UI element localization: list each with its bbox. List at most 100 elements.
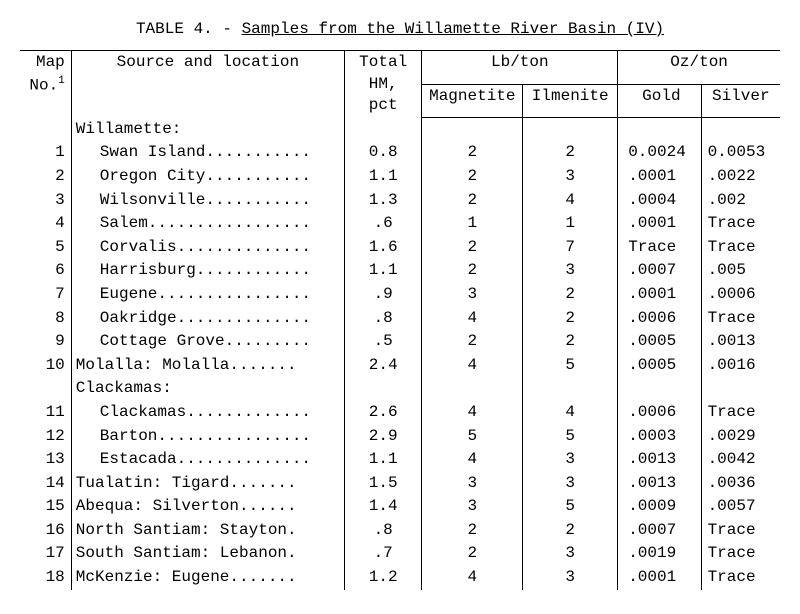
cell-gold: .0001 [618, 212, 701, 236]
cell-ilm: 3 [523, 259, 618, 283]
cell-map: 1 [20, 141, 71, 165]
cell-silver: .0006 [701, 283, 780, 307]
cell-ilm: 4 [523, 401, 618, 425]
cell-hm: .8 [344, 307, 421, 331]
cell-mag: 2 [422, 141, 523, 165]
cell-ilm: 2 [523, 307, 618, 331]
cell-gold: .0004 [618, 189, 701, 213]
cell-hm: 0.8 [344, 141, 421, 165]
cell-hm [344, 377, 421, 401]
cell-gold: .0001 [618, 283, 701, 307]
cell-gold: .0006 [618, 401, 701, 425]
cell-ilm: 2 [523, 330, 618, 354]
cell-silver: .005 [701, 259, 780, 283]
cell-mag: 3 [422, 472, 523, 496]
cell-gold: .0007 [618, 519, 701, 543]
cell-hm: 1.1 [344, 165, 421, 189]
cell-gold: .0007 [618, 259, 701, 283]
cell-source: Wilsonville........... [71, 189, 344, 213]
cell-map: 10 [20, 354, 71, 378]
cell-gold: .0005 [618, 330, 701, 354]
table-row: 10Molalla: Molalla.......2.445.0005.0016 [20, 354, 780, 378]
cell-silver: .0057 [701, 495, 780, 519]
cell-gold: Trace [618, 236, 701, 260]
cell-map: 11 [20, 401, 71, 425]
cell-gold: .0005 [618, 354, 701, 378]
cell-source: Estacada.............. [71, 448, 344, 472]
cell-map: 13 [20, 448, 71, 472]
hdr-ilmenite: Ilmenite [523, 84, 618, 118]
cell-map: 14 [20, 472, 71, 496]
cell-silver: Trace [701, 519, 780, 543]
cell-ilm: 3 [523, 448, 618, 472]
hdr-silver: Silver [701, 84, 780, 118]
table-row: Willamette: [20, 118, 780, 142]
cell-ilm: 3 [523, 566, 618, 590]
cell-map: 8 [20, 307, 71, 331]
cell-hm: 1.6 [344, 236, 421, 260]
cell-source: Oakridge.............. [71, 307, 344, 331]
cell-ilm: 4 [523, 189, 618, 213]
cell-hm: 1.2 [344, 566, 421, 590]
cell-source: Cottage Grove......... [71, 330, 344, 354]
cell-map: 4 [20, 212, 71, 236]
table-row: 1Swan Island...........0.8220.00240.0053 [20, 141, 780, 165]
hdr-map: Map No.1 [20, 51, 71, 118]
cell-mag: 3 [422, 283, 523, 307]
cell-source: Harrisburg............ [71, 259, 344, 283]
cell-source: Swan Island........... [71, 141, 344, 165]
cell-mag: 4 [422, 448, 523, 472]
table-row: 7Eugene.................932.0001.0006 [20, 283, 780, 307]
cell-mag: 3 [422, 495, 523, 519]
table-body: Willamette:1Swan Island...........0.8220… [20, 118, 780, 590]
cell-hm: 1.1 [344, 259, 421, 283]
cell-source: South Santiam: Lebanon. [71, 542, 344, 566]
table-row: 8Oakridge...............842.0006Trace [20, 307, 780, 331]
cell-mag: 2 [422, 519, 523, 543]
cell-silver: .0013 [701, 330, 780, 354]
cell-source: Clackamas............. [71, 401, 344, 425]
cell-ilm: 1 [523, 212, 618, 236]
cell-map [20, 377, 71, 401]
cell-ilm [523, 377, 618, 401]
cell-map: 3 [20, 189, 71, 213]
cell-silver: Trace [701, 542, 780, 566]
cell-silver: Trace [701, 566, 780, 590]
hdr-hm: Total HM,pct [344, 51, 421, 118]
cell-group-label: Willamette: [71, 118, 344, 142]
table-row: 17South Santiam: Lebanon..723.0019Trace [20, 542, 780, 566]
cell-ilm: 2 [523, 141, 618, 165]
cell-map [20, 118, 71, 142]
cell-gold: .0019 [618, 542, 701, 566]
cell-ilm [523, 118, 618, 142]
cell-silver: Trace [701, 212, 780, 236]
table-row: 9Cottage Grove..........522.0005.0013 [20, 330, 780, 354]
cell-mag: 4 [422, 401, 523, 425]
table-row: 18McKenzie: Eugene.......1.243.0001Trace [20, 566, 780, 590]
hdr-ozton: Oz/ton [618, 51, 780, 85]
table-row: 3Wilsonville...........1.324.0004.002 [20, 189, 780, 213]
table-row: 2Oregon City...........1.123.0001.0022 [20, 165, 780, 189]
cell-hm: 1.3 [344, 189, 421, 213]
cell-map: 9 [20, 330, 71, 354]
cell-gold: 0.0024 [618, 141, 701, 165]
cell-silver [701, 118, 780, 142]
cell-map: 17 [20, 542, 71, 566]
cell-ilm: 3 [523, 165, 618, 189]
cell-mag [422, 118, 523, 142]
cell-hm: 1.4 [344, 495, 421, 519]
cell-ilm: 5 [523, 425, 618, 449]
cell-source: North Santiam: Stayton. [71, 519, 344, 543]
cell-gold: .0003 [618, 425, 701, 449]
table-row: 6Harrisburg............1.123.0007.005 [20, 259, 780, 283]
table-row: 13Estacada..............1.143.0013.0042 [20, 448, 780, 472]
hdr-gold: Gold [618, 84, 701, 118]
cell-silver: Trace [701, 236, 780, 260]
cell-source: Eugene................ [71, 283, 344, 307]
cell-hm: 1.1 [344, 448, 421, 472]
cell-source: McKenzie: Eugene....... [71, 566, 344, 590]
cell-map: 6 [20, 259, 71, 283]
cell-silver: .0022 [701, 165, 780, 189]
cell-gold: .0013 [618, 448, 701, 472]
cell-source: Tualatin: Tigard....... [71, 472, 344, 496]
